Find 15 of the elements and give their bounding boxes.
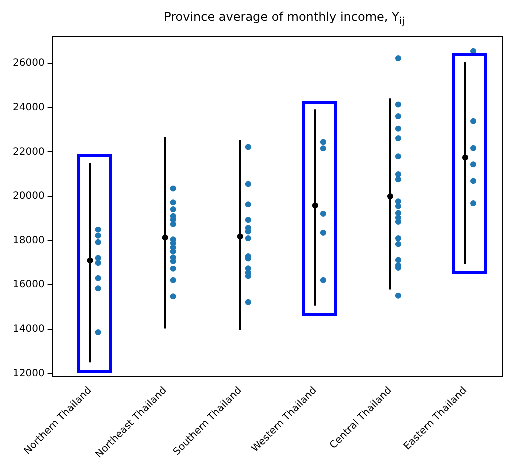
point (312, 202, 318, 209)
y-tick-label: 26000 (13, 58, 45, 70)
point (387, 193, 394, 200)
y-tick-label: 22000 (13, 146, 45, 158)
y-tick-label: 12000 (13, 368, 45, 380)
y-tick-label: 18000 (13, 235, 45, 246)
point (87, 258, 94, 264)
y-tick-label: 16000 (13, 280, 45, 291)
y-tick-label: 20000 (13, 191, 45, 202)
point (237, 234, 244, 240)
point (462, 154, 468, 161)
chart-title: Province average of monthly income, Y$_{ij}$ (163, 10, 406, 28)
y-tick-label: 14000 (13, 324, 45, 335)
y-tick-label: 24000 (13, 102, 45, 114)
point (162, 234, 168, 241)
